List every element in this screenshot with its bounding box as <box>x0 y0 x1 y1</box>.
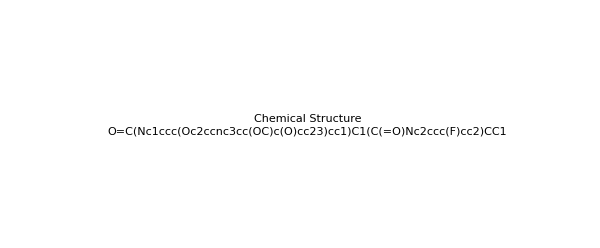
Text: Chemical Structure
O=C(Nc1ccc(Oc2ccnc3cc(OC)c(O)cc23)cc1)C1(C(=O)Nc2ccc(F)cc2)CC: Chemical Structure O=C(Nc1ccc(Oc2ccnc3cc… <box>107 114 508 136</box>
